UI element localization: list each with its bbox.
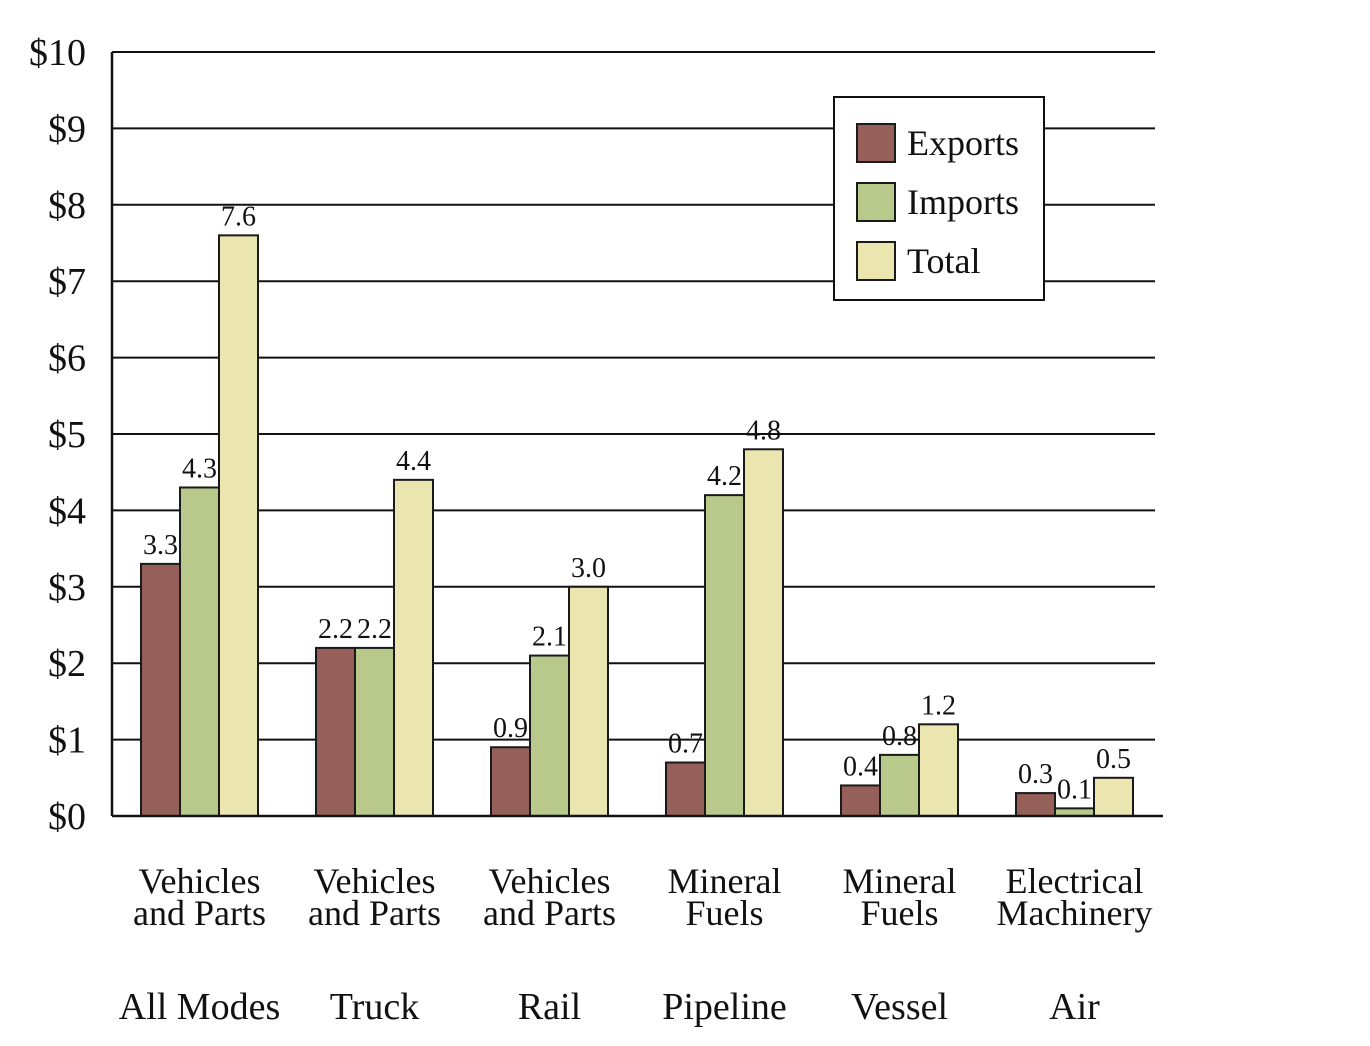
data-label: 7.6: [221, 201, 256, 232]
bar-imports: [179, 486, 220, 817]
category-label-line2: and Parts: [133, 893, 266, 933]
data-label: 0.8: [882, 721, 917, 752]
data-label: 4.4: [396, 446, 431, 477]
bar-total: [568, 585, 609, 817]
data-label: 2.2: [318, 614, 353, 645]
bar-exports: [840, 784, 881, 818]
category-label-line1: Vehicles: [139, 861, 261, 901]
data-label: 0.3: [1018, 759, 1053, 790]
mode-label: Pipeline: [662, 986, 787, 1028]
data-label: 3.0: [571, 553, 606, 584]
legend-swatch-total: [856, 241, 896, 281]
y-tick-label: $5: [48, 414, 86, 456]
data-label: 4.2: [707, 461, 742, 492]
bar-exports: [1015, 792, 1056, 818]
bar-total: [218, 234, 259, 818]
bar-total: [743, 448, 784, 817]
category-label-line1: Vehicles: [489, 861, 611, 901]
y-axis-ticks: $0 $1 $2 $3 $4 $5 $6 $7 $8 $9 $10: [29, 32, 86, 838]
y-tick-label: $9: [48, 108, 86, 150]
bar-imports: [704, 494, 745, 817]
bar-imports: [529, 654, 570, 817]
mode-label: Vessel: [851, 986, 948, 1028]
category-label-line2: and Parts: [483, 893, 616, 933]
bar-exports: [665, 761, 706, 818]
data-label: 0.4: [843, 751, 878, 782]
y-tick-label: $1: [48, 720, 86, 762]
legend-label-imports: Imports: [907, 182, 1019, 222]
data-label: 0.1: [1057, 774, 1092, 805]
y-tick-label: $7: [48, 261, 86, 303]
bar-imports: [354, 646, 395, 817]
category-label-line1: Electrical: [1006, 861, 1144, 901]
bar-exports: [490, 746, 531, 817]
y-tick-label: $3: [48, 567, 86, 609]
category-label-line1: Vehicles: [314, 861, 436, 901]
y-tick-label: $0: [48, 796, 86, 838]
category-label-line2: Fuels: [685, 893, 763, 933]
data-label: 3.3: [143, 530, 178, 561]
y-tick-label: $10: [29, 32, 86, 74]
bar-total: [393, 478, 434, 817]
bar-imports: [879, 753, 920, 818]
data-label: 2.1: [532, 622, 567, 653]
mode-label: Rail: [518, 986, 581, 1028]
data-label: 2.2: [357, 614, 392, 645]
legend-label-total: Total: [907, 241, 980, 281]
bar-exports: [315, 646, 356, 817]
data-label: 0.5: [1096, 744, 1131, 775]
data-labels: 3.34.37.62.2 2.24.40.92.13.00.74.24.80.40…: [143, 201, 1131, 805]
data-label: 1.2: [921, 690, 956, 721]
category-label-line1: Mineral: [668, 861, 782, 901]
legend-swatch-imports: [856, 182, 896, 222]
mode-label: All Modes: [119, 986, 281, 1028]
data-label: 4.8: [746, 415, 781, 446]
y-tick-label: $2: [48, 643, 86, 685]
legend: Exports Imports Total: [833, 96, 1045, 301]
y-tick-label: $6: [48, 338, 86, 380]
mode-label: Air: [1049, 986, 1100, 1028]
data-label: 0.7: [668, 729, 703, 760]
bar-total: [1093, 776, 1134, 817]
y-tick-label: $8: [48, 185, 86, 227]
bar-total: [918, 723, 959, 818]
gridlines: [112, 51, 1155, 741]
y-tick-label: $4: [48, 490, 86, 532]
data-label: 4.3: [182, 453, 217, 484]
data-label: 0.9: [493, 713, 528, 744]
category-label-line2: and Parts: [308, 893, 441, 933]
category-label-line1: Mineral: [843, 861, 957, 901]
legend-swatch-exports: [856, 123, 896, 163]
bars: [140, 234, 1134, 818]
category-label-line2: Fuels: [860, 893, 938, 933]
legend-label-exports: Exports: [907, 123, 1019, 163]
category-label-line2: Machinery: [997, 893, 1153, 933]
bar-exports: [140, 562, 181, 817]
mode-label: Truck: [330, 986, 419, 1028]
